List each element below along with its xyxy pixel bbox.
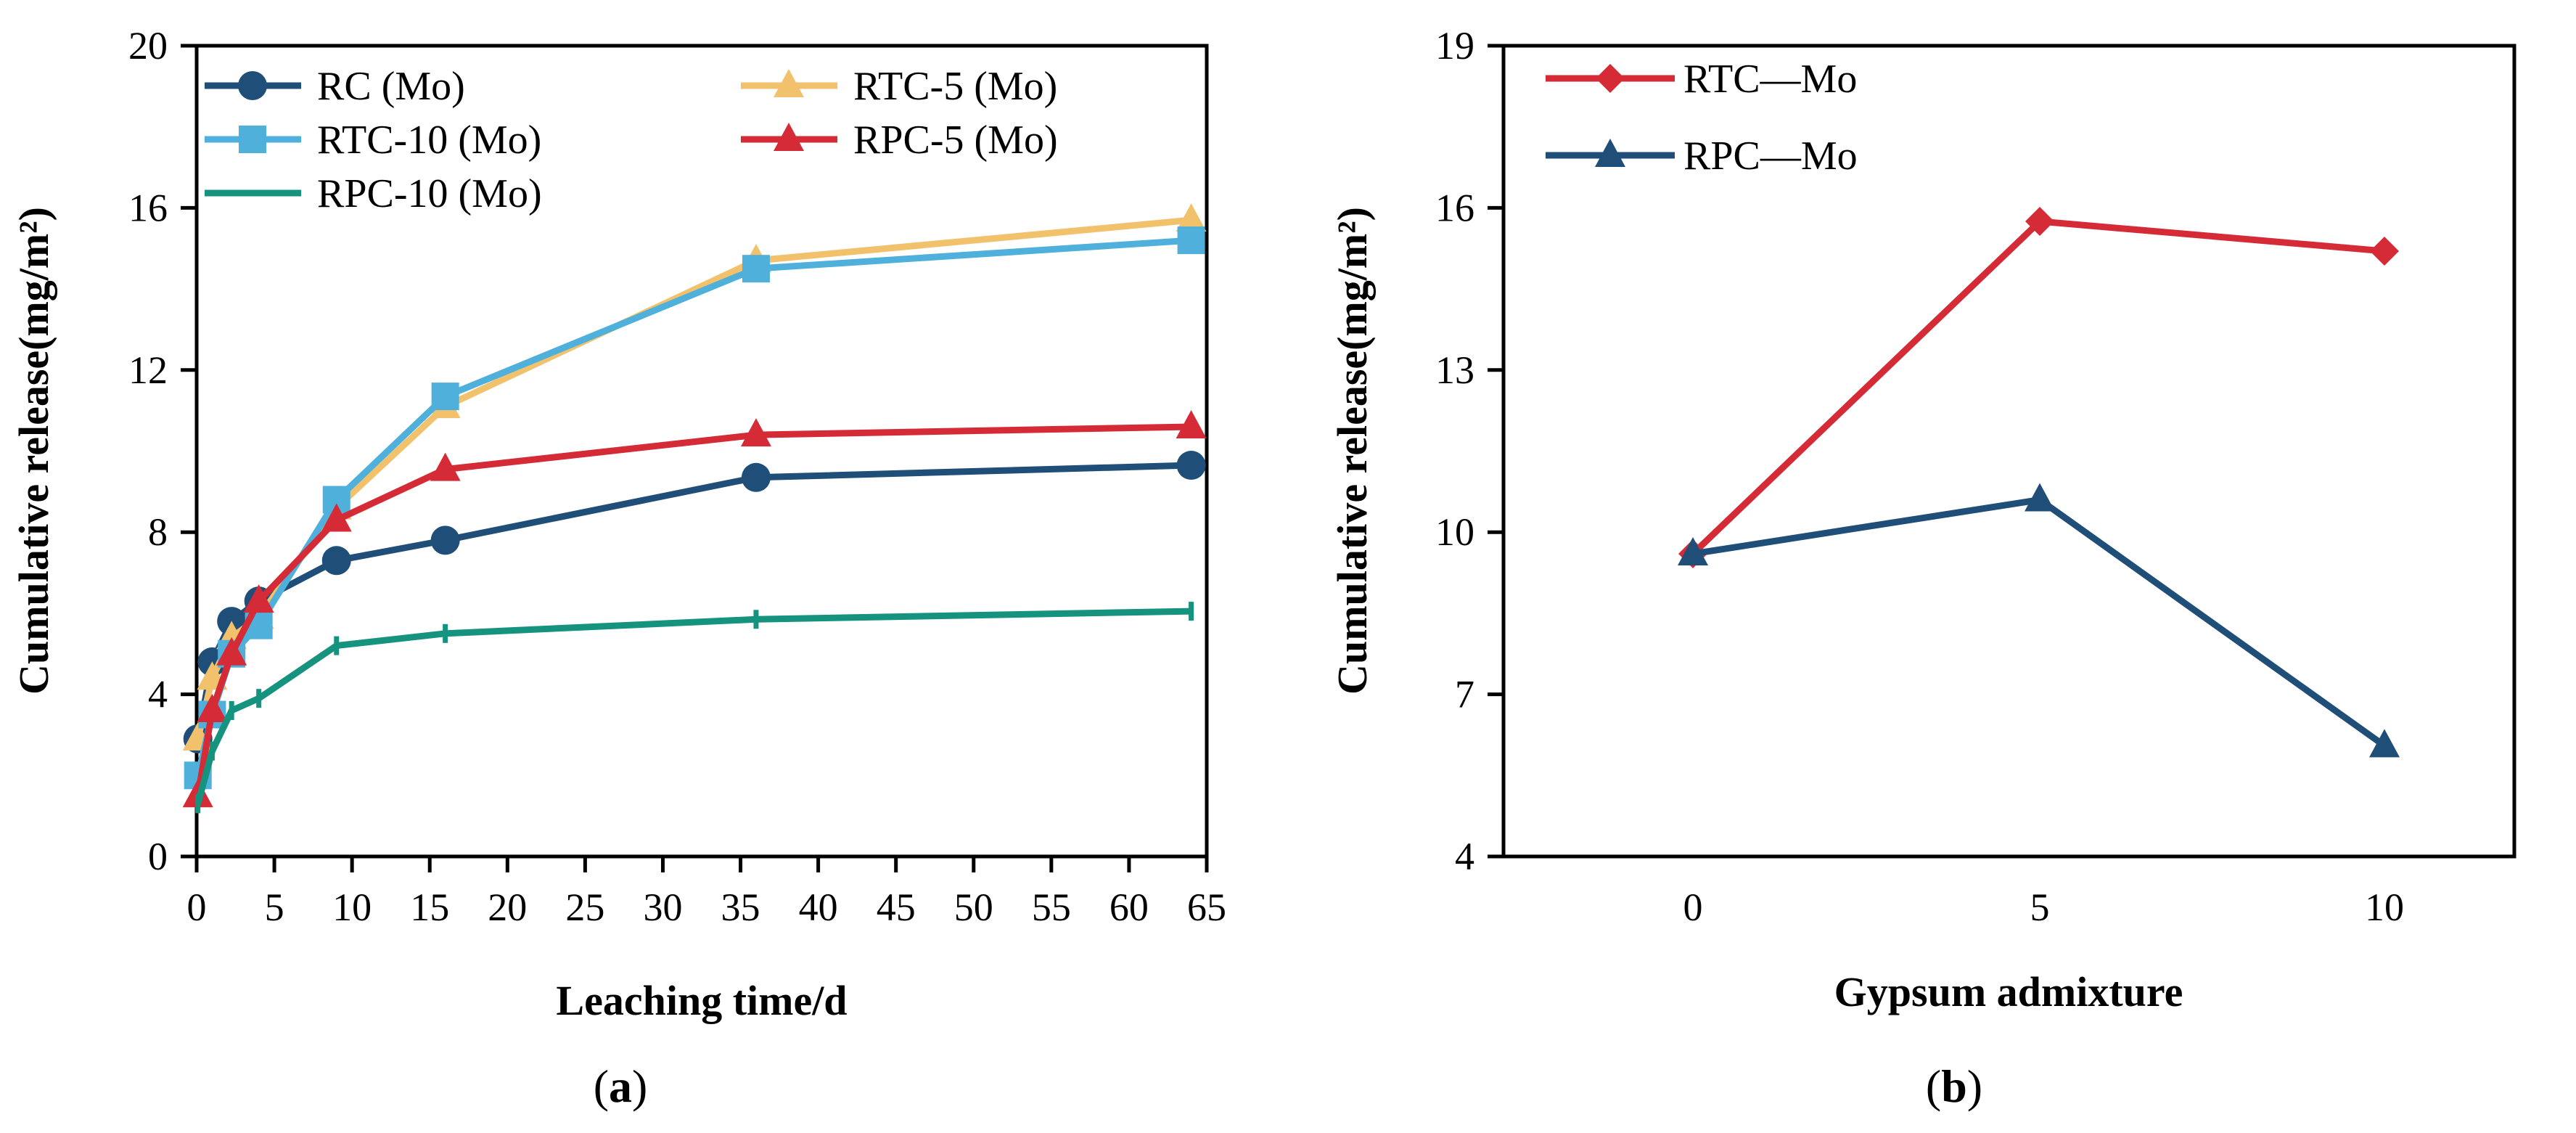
series-rtc-10-point xyxy=(431,383,459,411)
series-rpc-5-point xyxy=(740,418,771,447)
panel-a-x-tick-label: 50 xyxy=(954,885,993,929)
legend-rtc-10-label: RTC-10 (Mo) xyxy=(317,118,541,163)
series-rtc-mo-point xyxy=(2370,236,2399,266)
panel-a-x-tick-label: 25 xyxy=(565,885,604,929)
panel-a-label: (a) xyxy=(594,1060,648,1112)
series-rpc-5-point xyxy=(243,584,274,613)
series-rpc-mo-point xyxy=(1678,536,1708,565)
series-rtc-mo-point xyxy=(2025,207,2054,237)
series-rc-point xyxy=(321,546,351,576)
panel-a-x-tick-label: 65 xyxy=(1187,885,1226,929)
panel-b-y-tick-label: 19 xyxy=(1435,24,1474,68)
legend-rpc-10-label: RPC-10 (Mo) xyxy=(317,171,542,216)
legend-rtc-5-marker xyxy=(774,69,804,97)
panel-a-y-tick-label: 0 xyxy=(148,835,168,878)
panel-a-x-tick-label: 30 xyxy=(643,885,682,929)
legend-rc-marker xyxy=(238,71,267,100)
series-rpc-mo-line xyxy=(1692,496,2387,749)
panel-b-y-tick-label: 4 xyxy=(1455,835,1474,878)
panel-b-x-tick-label: 5 xyxy=(2030,885,2050,929)
panel-a-x-tick-label: 45 xyxy=(877,885,916,929)
panel-a-x-tick-label: 10 xyxy=(332,885,372,929)
panel-a-x-tick-label: 60 xyxy=(1109,885,1149,929)
series-rpc-10-line xyxy=(194,608,1191,805)
panel-b-y-tick-label: 16 xyxy=(1435,186,1474,229)
panel-a-y-tick-label: 20 xyxy=(128,24,168,68)
panel-a-x-axis-label: Leaching time/d xyxy=(556,977,847,1024)
panel-a-x-tick-label: 55 xyxy=(1032,885,1071,929)
series-rtc-5-point xyxy=(1176,203,1207,232)
series-rpc-5-point xyxy=(321,503,352,532)
series-rpc-5-point xyxy=(216,637,247,666)
legend-rtc-10-marker xyxy=(239,126,266,153)
legend-rpc-mo-marker xyxy=(1595,139,1625,167)
panel-a-y-axis-label: Cumulative release(mg/m²) xyxy=(10,207,57,695)
series-rpc-mo-point xyxy=(2369,729,2400,758)
legend-rc-label: RC (Mo) xyxy=(317,64,465,109)
panel-b-x-tick-label: 0 xyxy=(1683,885,1703,929)
series-rc-point xyxy=(741,462,771,492)
legend-rpc-mo-label: RPC—Mo xyxy=(1683,134,1858,179)
panel-a-y-tick-label: 12 xyxy=(128,348,168,392)
series-rpc-5-point xyxy=(197,693,228,722)
panel-b-label-letter: b xyxy=(1941,1060,1967,1112)
panel-b-plot-frame xyxy=(1501,44,2516,859)
legend-rtc-mo-label: RTC—Mo xyxy=(1683,57,1857,102)
series-rpc-5-point xyxy=(430,452,461,481)
series-rtc-5-line xyxy=(194,216,1192,740)
series-rtc-10-point xyxy=(1177,226,1205,255)
panel-a-x-tick-label: 0 xyxy=(187,885,207,929)
panel-a-x-tick-label: 20 xyxy=(488,885,527,929)
panel-b-label: (b) xyxy=(1926,1060,1982,1112)
panel-a-y-tick-label: 4 xyxy=(148,673,168,716)
panel-a-plot-frame xyxy=(194,44,1209,859)
series-rc-point xyxy=(1176,451,1206,480)
panel-b-y-tick-label: 13 xyxy=(1435,348,1474,392)
series-rtc-10-point xyxy=(742,255,770,283)
panel-a-y-tick-label: 8 xyxy=(148,510,168,554)
panel-a-chart: 0 5 10 15 20 25 30 35 40 45 50 55 60 65 0 4 8 12 16 20 RC (… xyxy=(10,24,1226,1112)
panel-a-x-tick-label: 35 xyxy=(721,885,760,929)
panel-a-x-tick-label: 15 xyxy=(410,885,449,929)
panel-a-x-tick-label: 40 xyxy=(799,885,838,929)
series-rc-point xyxy=(430,525,460,555)
panel-a-y-tick-label: 16 xyxy=(128,186,168,229)
legend-rtc-mo-marker xyxy=(1596,64,1625,93)
series-rpc-5-point xyxy=(1176,409,1207,438)
legend-rpc-5-label: RPC-5 (Mo) xyxy=(853,118,1058,163)
legend-rtc-5-label: RTC-5 (Mo) xyxy=(853,64,1057,109)
panel-b-chart: 0 5 10 4 7 10 13 16 19 RTC—Mo RPC—Mo Gypsum admix… xyxy=(1329,24,2516,1112)
panel-b-y-tick-label: 10 xyxy=(1435,510,1474,554)
legend-rpc-5-marker xyxy=(774,123,804,151)
panel-b-y-axis-label: Cumulative release(mg/m²) xyxy=(1329,207,1376,695)
panel-b-x-axis-label: Gypsum admixture xyxy=(1834,968,2183,1015)
panel-a-x-tick-label: 5 xyxy=(265,885,284,929)
panel-b-y-tick-label: 7 xyxy=(1455,673,1474,716)
panel-b-x-tick-label: 10 xyxy=(2365,885,2404,929)
panel-a-label-letter: a xyxy=(609,1060,632,1112)
series-rpc-mo-point xyxy=(2025,483,2055,512)
